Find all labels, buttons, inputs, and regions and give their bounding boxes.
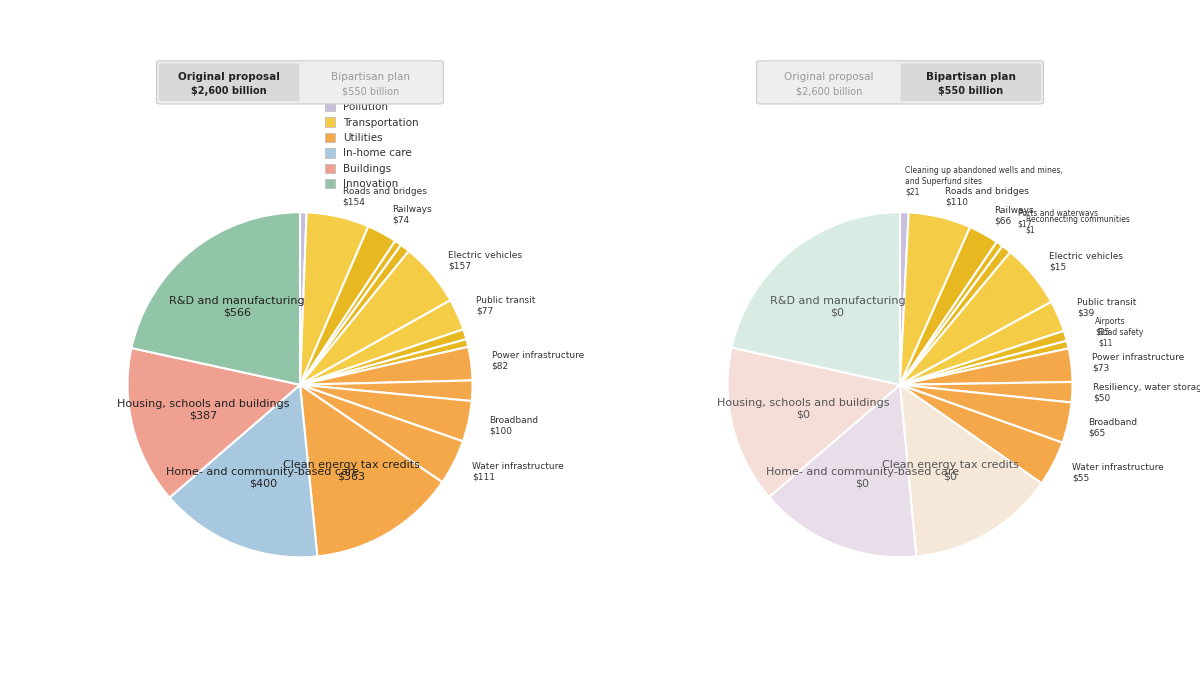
Text: Broadband
$100: Broadband $100	[488, 416, 538, 435]
Text: Railways
$74: Railways $74	[392, 205, 432, 225]
Text: Electric vehicles
$157: Electric vehicles $157	[448, 250, 522, 270]
Wedge shape	[300, 381, 473, 401]
Text: Public transit
$39: Public transit $39	[1078, 298, 1136, 317]
Wedge shape	[900, 227, 997, 385]
Wedge shape	[900, 331, 1067, 385]
Wedge shape	[300, 385, 463, 482]
Wedge shape	[900, 242, 1002, 385]
Wedge shape	[900, 212, 908, 385]
Text: Roads and bridges
$154: Roads and bridges $154	[343, 186, 426, 206]
Wedge shape	[300, 245, 409, 385]
Text: Electric vehicles
$15: Electric vehicles $15	[1049, 252, 1123, 271]
Text: Home- and community-based care
$400: Home- and community-based care $400	[167, 467, 360, 489]
Text: Bipartisan plan: Bipartisan plan	[331, 72, 410, 82]
Wedge shape	[727, 348, 900, 497]
Wedge shape	[132, 212, 300, 385]
Text: Water infrastructure
$111: Water infrastructure $111	[473, 462, 564, 481]
Text: Power infrastructure
$73: Power infrastructure $73	[1092, 353, 1184, 373]
Text: Clean energy tax credits
$363: Clean energy tax credits $363	[283, 460, 420, 481]
Text: Water infrastructure
$55: Water infrastructure $55	[1072, 464, 1164, 483]
Text: Railways
$66: Railways $66	[994, 206, 1033, 225]
Wedge shape	[900, 246, 1010, 385]
Legend: Pollution, Transportation, Utilities, In-home care, Buildings, Innovation: Pollution, Transportation, Utilities, In…	[320, 98, 424, 194]
Wedge shape	[769, 385, 917, 558]
Text: Reconnecting communities
$1: Reconnecting communities $1	[1026, 215, 1129, 234]
Text: Housing, schools and buildings
$387: Housing, schools and buildings $387	[116, 399, 289, 421]
Text: Airports
$25: Airports $25	[1096, 317, 1126, 337]
Wedge shape	[300, 213, 368, 385]
Wedge shape	[900, 385, 1062, 483]
Wedge shape	[900, 302, 1064, 385]
Text: Public transit
$77: Public transit $77	[476, 296, 536, 316]
Wedge shape	[300, 212, 307, 385]
Wedge shape	[300, 300, 463, 385]
Text: Bipartisan plan: Bipartisan plan	[926, 72, 1015, 82]
Wedge shape	[300, 385, 443, 556]
Text: Original proposal: Original proposal	[785, 72, 874, 82]
Wedge shape	[169, 385, 317, 558]
Wedge shape	[300, 241, 401, 385]
Wedge shape	[300, 340, 468, 385]
Wedge shape	[900, 385, 1072, 443]
Wedge shape	[300, 347, 473, 385]
Wedge shape	[900, 348, 1073, 385]
Wedge shape	[300, 329, 467, 385]
Text: $550 billion: $550 billion	[938, 86, 1003, 96]
Text: Ports and waterways
$17: Ports and waterways $17	[1018, 209, 1098, 228]
Text: Broadband
$65: Broadband $65	[1088, 418, 1138, 437]
Text: Housing, schools and buildings
$0: Housing, schools and buildings $0	[716, 398, 889, 420]
Wedge shape	[127, 348, 300, 497]
Wedge shape	[900, 213, 970, 385]
Text: Home- and community-based care
$0: Home- and community-based care $0	[766, 466, 959, 488]
Text: Road safety
$11: Road safety $11	[1098, 327, 1144, 347]
Wedge shape	[900, 252, 1051, 385]
Wedge shape	[300, 251, 450, 385]
Wedge shape	[900, 341, 1069, 385]
Text: Power infrastructure
$82: Power infrastructure $82	[492, 351, 584, 371]
Text: Resiliency, water storage
$50: Resiliency, water storage $50	[1093, 383, 1200, 403]
Text: $550 billion: $550 billion	[342, 86, 400, 96]
Text: Clean energy tax credits
$0: Clean energy tax credits $0	[882, 460, 1019, 482]
Wedge shape	[300, 226, 395, 385]
Wedge shape	[900, 385, 1042, 556]
Wedge shape	[732, 212, 900, 385]
Wedge shape	[300, 385, 472, 441]
Text: Cleaning up abandoned wells and mines,
and Superfund sites
$21: Cleaning up abandoned wells and mines, a…	[905, 166, 1063, 196]
Text: R&D and manufacturing
$0: R&D and manufacturing $0	[769, 296, 905, 317]
Text: $2,600 billion: $2,600 billion	[796, 86, 863, 96]
Wedge shape	[900, 382, 1073, 402]
Text: $2,600 billion: $2,600 billion	[191, 86, 268, 96]
Text: Roads and bridges
$110: Roads and bridges $110	[944, 187, 1028, 207]
Text: R&D and manufacturing
$566: R&D and manufacturing $566	[169, 296, 305, 318]
Text: Original proposal: Original proposal	[179, 72, 280, 82]
